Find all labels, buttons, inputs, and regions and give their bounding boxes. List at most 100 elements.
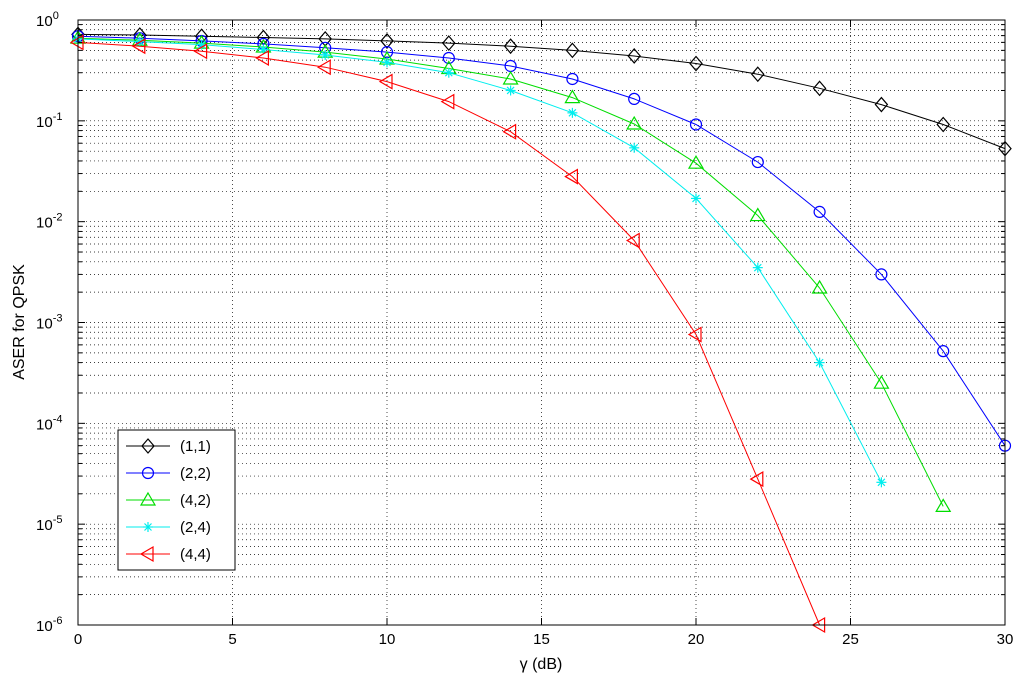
- asterisk-stroke: [753, 263, 762, 272]
- y-tick-base: 10: [36, 416, 53, 433]
- y-tick-base: 10: [36, 618, 53, 635]
- data-point-circle: [566, 72, 579, 86]
- data-point-diamond: [689, 55, 703, 72]
- data-point-asterisk: [567, 107, 578, 118]
- asterisk-stroke: [506, 86, 515, 95]
- y-tick-base: 10: [36, 13, 53, 30]
- x-tick-label: 25: [842, 631, 859, 648]
- data-point-triangle: [564, 89, 581, 104]
- data-point-triangle-left: [317, 59, 331, 76]
- data-point-asterisk: [382, 57, 392, 68]
- data-point-triangle-left: [255, 49, 269, 67]
- data-point-circle: [689, 118, 703, 131]
- legend-entry: (2,2): [126, 465, 211, 482]
- data-point-circle: [813, 205, 826, 218]
- data-point-triangle-left: [564, 168, 579, 185]
- data-point-triangle-left: [502, 123, 517, 140]
- x-axis-label: γ (dB): [520, 656, 563, 673]
- series-layer: [69, 26, 1012, 634]
- y-tick-exponent: -4: [53, 413, 63, 425]
- y-tick-label: 100: [36, 10, 59, 30]
- asterisk-stroke: [630, 143, 639, 152]
- x-tick-label: 0: [74, 631, 82, 648]
- data-point-diamond: [442, 35, 456, 52]
- data-point-asterisk: [443, 67, 454, 78]
- x-tick-label: 15: [533, 631, 550, 648]
- y-tick-exponent: -1: [53, 111, 63, 123]
- data-point-asterisk: [629, 142, 640, 153]
- series-line: [77, 33, 1006, 150]
- data-point-diamond: [627, 48, 641, 64]
- legend-label: (2,2): [180, 465, 211, 482]
- series-line: [77, 38, 882, 483]
- series-line: [77, 41, 821, 626]
- legend-entry: (4,2): [126, 491, 211, 509]
- data-point-triangle: [749, 207, 766, 222]
- x-tick-label: 20: [688, 631, 705, 648]
- legend-label: (4,4): [180, 546, 211, 563]
- asterisk-stroke: [877, 478, 886, 487]
- data-point-triangle-left: [626, 232, 640, 249]
- data-point-diamond: [812, 80, 827, 97]
- y-tick-base: 10: [36, 517, 53, 534]
- series-line: [77, 35, 1006, 446]
- series-3: [69, 30, 952, 513]
- data-point-triangle: [687, 155, 705, 169]
- asterisk-stroke: [144, 523, 152, 531]
- data-point-triangle-left: [440, 93, 455, 110]
- x-tick-label: 10: [379, 631, 396, 648]
- asterisk-stroke: [321, 51, 330, 59]
- data-point-diamond: [874, 96, 889, 113]
- data-point-circle: [442, 51, 455, 65]
- series-4: [73, 33, 887, 488]
- y-tick-label: 10-1: [36, 111, 62, 131]
- legend-entry: (2,4): [126, 519, 211, 536]
- data-point-asterisk: [691, 193, 701, 204]
- y-tick-exponent: -2: [53, 212, 63, 224]
- grid: [78, 20, 1005, 625]
- data-point-triangle: [935, 498, 952, 513]
- y-tick-label: 10-4: [36, 413, 62, 433]
- y-tick-base: 10: [36, 316, 53, 333]
- data-point-triangle: [626, 115, 643, 130]
- data-point-circle: [875, 268, 888, 281]
- data-point-diamond: [751, 66, 765, 83]
- data-point-asterisk: [258, 44, 269, 55]
- data-point-asterisk: [876, 477, 887, 488]
- asterisk-stroke: [259, 45, 268, 54]
- data-point-circle: [937, 345, 950, 358]
- data-point-triangle: [811, 279, 828, 294]
- y-tick-label: 10-2: [36, 212, 62, 232]
- data-point-circle: [141, 466, 155, 480]
- y-tick-base: 10: [36, 114, 53, 131]
- y-tick-label: 10-3: [36, 313, 62, 333]
- data-point-triangle-left: [139, 545, 154, 563]
- data-point-diamond: [565, 42, 580, 59]
- data-point-asterisk: [505, 85, 516, 96]
- asterisk-stroke: [692, 194, 700, 203]
- y-tick-exponent: -5: [53, 514, 63, 526]
- legend-label: (4,2): [180, 492, 211, 509]
- y-axis-label: ASER for QPSK: [11, 264, 28, 380]
- data-point-triangle-left: [193, 43, 208, 60]
- y-tick-exponent: 0: [53, 10, 59, 22]
- series-line: [77, 37, 944, 507]
- data-point-triangle-left: [749, 471, 764, 488]
- data-point-circle: [751, 155, 764, 169]
- x-tick-labels: 0 5 10 15 20 25 30: [74, 631, 1014, 648]
- data-point-triangle: [139, 491, 157, 506]
- x-tick-label: 30: [997, 631, 1014, 648]
- data-point-diamond: [936, 116, 950, 133]
- ticks: [77, 19, 1006, 626]
- asterisk-stroke: [568, 108, 577, 117]
- asterisk-stroke: [815, 358, 824, 367]
- x-tick-label: 5: [228, 631, 236, 648]
- data-point-asterisk: [752, 262, 763, 273]
- data-point-diamond: [380, 33, 394, 49]
- y-tick-exponent: -3: [53, 313, 63, 325]
- data-point-diamond: [141, 438, 155, 454]
- legend-entry: (1,1): [126, 438, 211, 455]
- data-point-diamond: [503, 38, 518, 55]
